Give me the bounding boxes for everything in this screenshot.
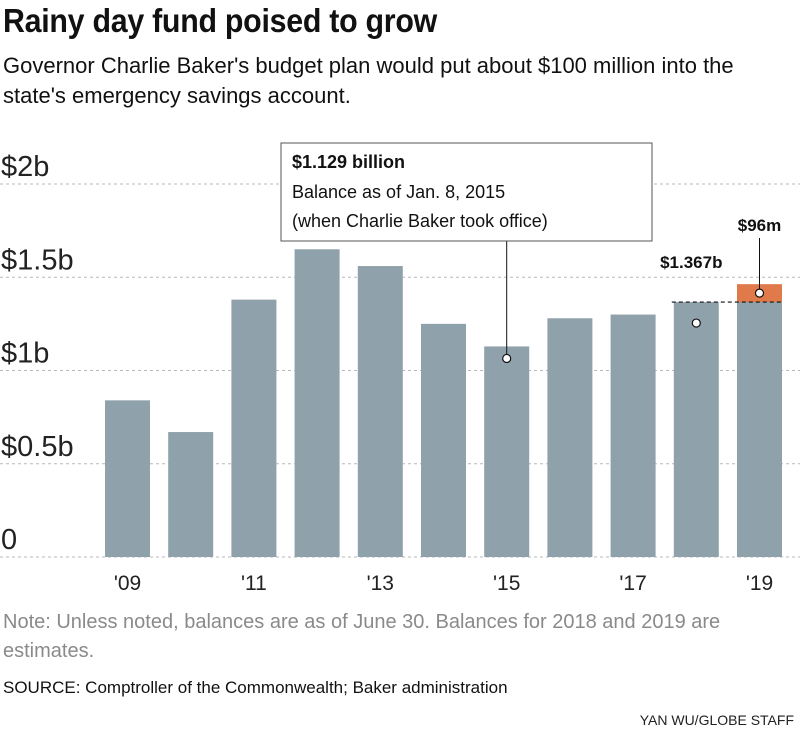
chart-credit: YAN WU/GLOBE STAFF [639, 712, 794, 728]
y-tick-label: $2b [1, 151, 49, 183]
callout-line: (when Charlie Baker took office) [292, 211, 548, 231]
chart-note: Note: Unless noted, balances are as of J… [3, 611, 721, 662]
chart-title: Rainy day fund poised to grow [3, 2, 437, 39]
bar-2016 [547, 318, 593, 557]
bar-2010 [168, 432, 214, 557]
x-tick-label: '17 [619, 572, 646, 595]
x-tick-label: '09 [114, 572, 141, 595]
bar-2018 [673, 302, 719, 557]
chart-subtitle: Governor Charlie Baker's budget plan wou… [3, 53, 734, 108]
y-tick-label: 0 [1, 524, 17, 556]
callout-line: Balance as of Jan. 8, 2015 [292, 182, 505, 202]
data-label-2019: $96m [738, 216, 781, 235]
bar-2012 [294, 249, 340, 557]
y-tick-label: $1b [1, 338, 49, 370]
chart-source: SOURCE: Comptroller of the Commonwealth;… [3, 678, 508, 697]
bar-2017 [610, 314, 656, 557]
y-tick-label: $1.5b [1, 244, 74, 276]
bar-2019 [737, 302, 782, 557]
bar-chart: 0 $0.5b $1b $1.5b $2b '09 '11 '13 '15 '17 '19 $1.12… [0, 142, 800, 595]
label-dot-2019 [754, 288, 765, 298]
callout-title: $1.129 billion [292, 152, 405, 172]
x-tick-label: '13 [367, 572, 394, 595]
bar-2015 [484, 346, 530, 557]
x-tick-label: '19 [746, 572, 773, 595]
bar-2009 [105, 400, 150, 557]
callout-box [280, 142, 653, 242]
bar-2013 [357, 266, 403, 557]
y-tick-label: $0.5b [1, 431, 74, 463]
bar-2014 [421, 323, 466, 557]
callout-dot [502, 353, 512, 364]
bar-2011 [231, 299, 277, 557]
x-tick-label: '11 [241, 572, 267, 595]
data-label-2018: $1.367b [660, 253, 722, 272]
label-dot-2018 [691, 318, 701, 328]
x-tick-label: '15 [493, 572, 520, 595]
